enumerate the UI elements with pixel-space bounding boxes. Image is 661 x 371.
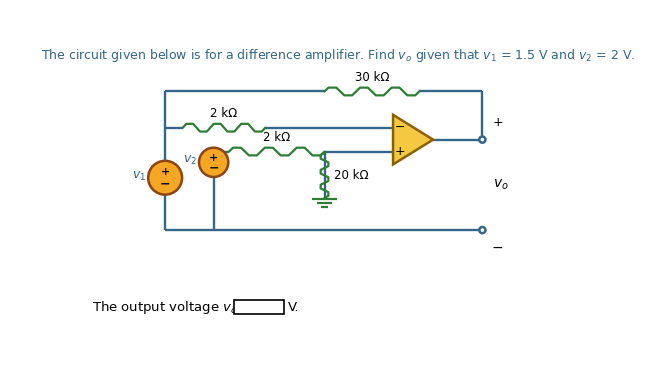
Circle shape	[479, 227, 485, 233]
Text: +: +	[161, 167, 170, 177]
Text: 2 kΩ: 2 kΩ	[210, 107, 238, 120]
Text: 20 kΩ: 20 kΩ	[334, 169, 368, 182]
Text: +: +	[209, 152, 218, 162]
Text: The circuit given below is for a difference amplifier. Find $v_o$ given that $v_: The circuit given below is for a differe…	[41, 47, 635, 64]
Text: The output voltage $v_o$ is: The output voltage $v_o$ is	[92, 299, 253, 316]
Text: V.: V.	[288, 301, 300, 313]
Text: −: −	[208, 161, 219, 174]
Circle shape	[199, 148, 228, 177]
Circle shape	[148, 161, 182, 195]
Text: $v_1$: $v_1$	[132, 170, 146, 183]
Text: −: −	[395, 121, 405, 134]
Text: +: +	[492, 116, 503, 129]
Text: −: −	[160, 178, 171, 191]
Text: 30 kΩ: 30 kΩ	[354, 71, 389, 84]
Text: 2 kΩ: 2 kΩ	[263, 131, 290, 144]
Text: −: −	[492, 241, 504, 255]
FancyBboxPatch shape	[235, 300, 284, 314]
Text: $v_2$: $v_2$	[182, 154, 197, 167]
Polygon shape	[393, 115, 433, 164]
Circle shape	[479, 137, 485, 143]
Text: $v_o$: $v_o$	[493, 178, 509, 192]
Text: +: +	[395, 145, 405, 158]
